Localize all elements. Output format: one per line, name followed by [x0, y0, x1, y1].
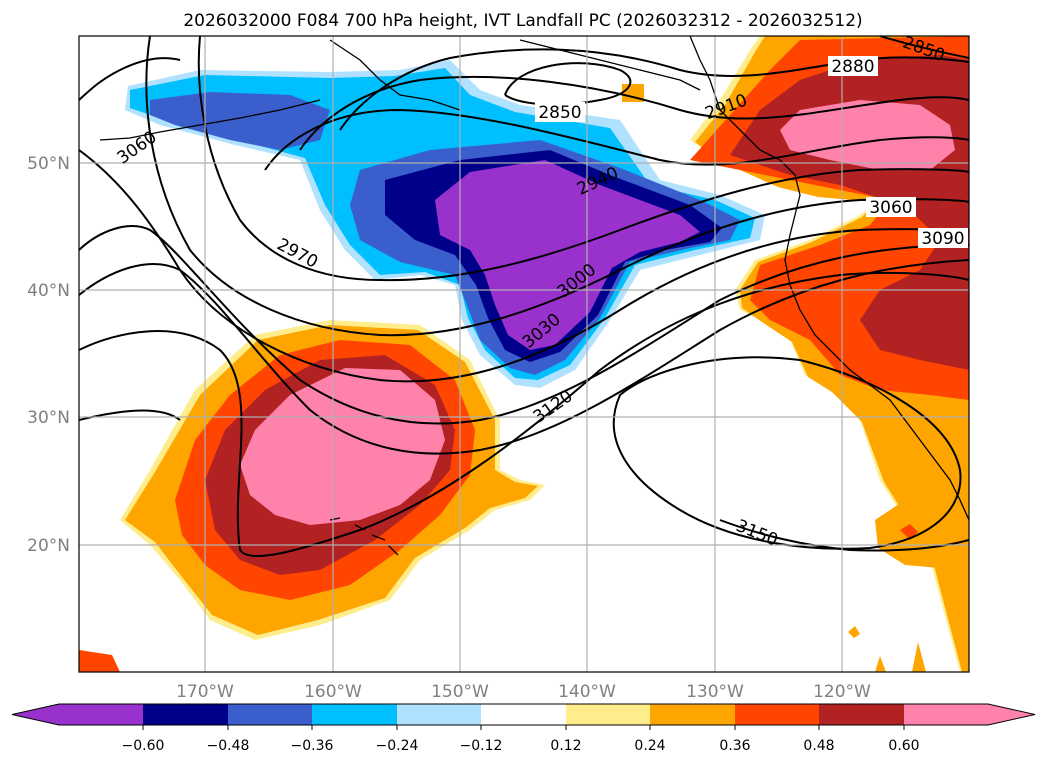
latitude-labels: 50°N 40°N 30°N 20°N: [27, 154, 70, 556]
colorbar-tick-labels: −0.60 −0.48 −0.36 −0.24 −0.12 0.12 0.24 …: [122, 738, 920, 754]
colorbar-segment: [566, 704, 650, 725]
lat-label-30n: 30°N: [27, 408, 70, 428]
colorbar-tick-label: 0.24: [634, 738, 665, 754]
contour-label-3090: 3090: [921, 229, 964, 249]
colorbar-tick-label: −0.24: [376, 738, 419, 754]
contour-3000: [145, 36, 969, 337]
lat-label-40n: 40°N: [27, 281, 70, 301]
colorbar-segment: [735, 704, 819, 725]
longitude-labels: 170°W 160°W 150°W 140°W 130°W 120°W: [176, 682, 871, 702]
colorbar-extend-low: [12, 704, 143, 725]
colorbar: −0.60 −0.48 −0.36 −0.24 −0.12 0.12 0.24 …: [11, 703, 1036, 754]
colorbar-tick-label: −0.60: [122, 738, 165, 754]
pos-shade-corner-sw: [79, 650, 120, 672]
contour-label-bg-2850: [535, 102, 585, 122]
colorbar-segment: [228, 704, 312, 725]
contour-label-bg-3090: [918, 228, 968, 248]
colorbar-outline: [11, 703, 1036, 726]
lon-label-170w: 170°W: [176, 682, 234, 702]
contour-label-2850: 2850: [538, 103, 581, 123]
colorbar-segment: [819, 704, 904, 725]
contour-label-bg-2880: [828, 56, 878, 76]
contour-2910: [299, 75, 969, 151]
colorbar-tick-label: −0.48: [207, 738, 250, 754]
pos-shade-pink-sw: [240, 368, 445, 525]
shaded-field: 2850 2880 2910 2940 2850 2970 3000 3030 …: [79, 36, 969, 672]
contour-3060: [79, 225, 969, 425]
contour-label-bg-3060-e: [866, 197, 916, 217]
colorbar-segment: [312, 704, 397, 725]
lat-label-50n: 50°N: [27, 154, 70, 174]
coastline-north-america: [689, 36, 969, 521]
lat-label-20n: 20°N: [27, 536, 70, 556]
neg-shade-purple: [435, 160, 700, 350]
colorbar-tick-label: 0.36: [719, 738, 750, 754]
colorbar-ticks: [142, 725, 905, 730]
contour-2970: [197, 36, 969, 282]
coastline-aleutians: [99, 99, 321, 141]
colorbar-segment: [481, 704, 566, 725]
contour-3120: [79, 271, 969, 558]
pos-shade-small-3: [912, 642, 926, 672]
colorbar-segment: [143, 704, 228, 725]
colorbar-tick-label: 0.48: [803, 738, 834, 754]
contour-label-2880: 2880: [831, 57, 874, 77]
contour-2850-ne: [879, 36, 969, 59]
colorbar-tick-label: −0.36: [291, 738, 334, 754]
contour-2940: [264, 108, 969, 171]
contour-3150-b: [719, 519, 969, 552]
lon-label-140w: 140°W: [558, 682, 616, 702]
map-frame: [78, 35, 970, 673]
colorbar-segment: [397, 704, 481, 725]
map-panel: 2850 2880 2910 2940 2850 2970 3000 3030 …: [27, 35, 970, 702]
colorbar-extend-high: [904, 704, 1035, 725]
coastline-hawaii: [329, 517, 399, 556]
contour-3060-w: [79, 57, 181, 101]
colorbar-tick-label: −0.12: [460, 738, 503, 754]
figure-title: 2026032000 F084 700 hPa height, IVT Land…: [183, 11, 862, 31]
pos-shade-pink-ne: [780, 100, 955, 170]
colorbar-tick-label: 0.12: [550, 738, 581, 754]
contour-3090: [79, 259, 969, 455]
lon-label-130w: 130°W: [686, 682, 744, 702]
colorbar-segment: [650, 704, 735, 725]
graticule: [79, 36, 969, 672]
lon-label-150w: 150°W: [431, 682, 489, 702]
contour-2880: [339, 48, 969, 131]
pos-shade-small-1: [848, 626, 860, 638]
colorbar-tick-label: 0.60: [888, 738, 919, 754]
lon-label-160w: 160°W: [304, 682, 362, 702]
lon-label-120w: 120°W: [813, 682, 871, 702]
pos-shade-small-2: [875, 656, 886, 672]
contour-label-3060-e: 3060: [869, 198, 912, 218]
